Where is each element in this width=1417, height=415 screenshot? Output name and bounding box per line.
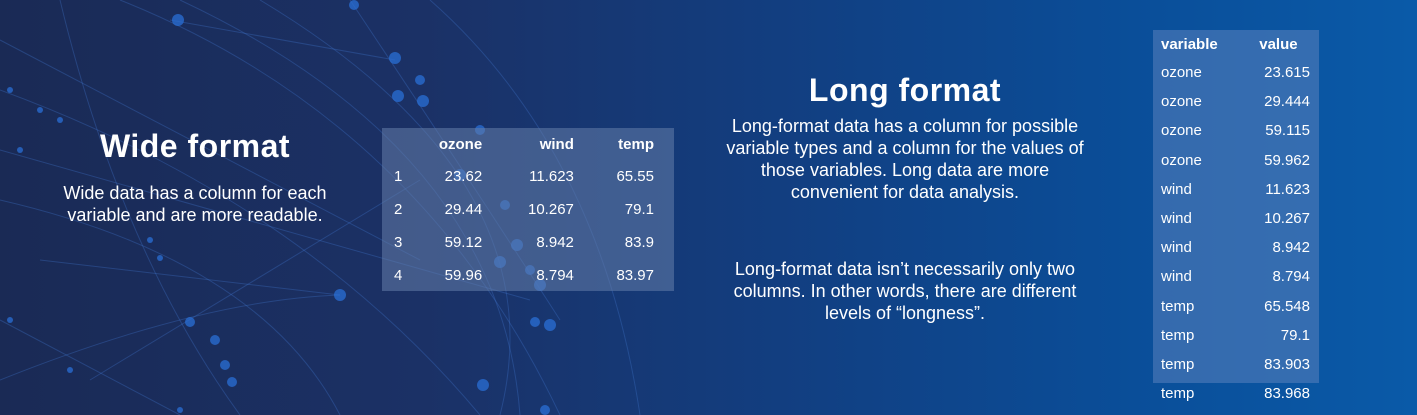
table-row: wind 8.794 <box>1153 262 1319 291</box>
table-cell: temp <box>1161 326 1195 344</box>
table-row: wind 11.623 <box>1153 175 1319 204</box>
table-cell: 2 <box>394 201 403 218</box>
column-header: wind <box>539 135 574 153</box>
table-cell: 83.97 <box>616 267 654 284</box>
column-header: temp <box>618 135 654 153</box>
table-cell: 79.1 <box>1280 326 1310 344</box>
table-row: temp 79.1 <box>1153 321 1319 350</box>
table-cell: ozone <box>1161 151 1202 169</box>
wide-format-title: Wide format <box>99 128 291 164</box>
table-row: temp 65.548 <box>1153 292 1319 321</box>
table-cell: 11.623 <box>1265 180 1310 198</box>
table-cell: 79.1 <box>624 201 654 218</box>
table-cell: 10.267 <box>528 201 574 218</box>
column-header: ozone <box>438 135 483 153</box>
table-cell: 65.55 <box>616 168 654 185</box>
table-header-row: variable value <box>1153 30 1319 58</box>
table-cell: temp <box>1161 297 1195 315</box>
table-row: temp 83.968 <box>1153 379 1319 408</box>
table-cell: 10.267 <box>1264 210 1310 228</box>
table-cell: 65.548 <box>1264 297 1310 315</box>
table-cell: 8.794 <box>1272 268 1310 286</box>
long-format-description: Long-format data has a column for possib… <box>726 116 1084 202</box>
table-row: ozone 23.615 <box>1153 58 1319 87</box>
long-format-table: variable value ozone 23.615 ozone 29.444 ozo… <box>1153 30 1319 402</box>
table-cell: ozone <box>1161 93 1202 111</box>
wide-format-description: Wide data has a column for each variable… <box>63 183 327 225</box>
table-row: wind 8.942 <box>1153 233 1319 262</box>
table-row: 1 23.62 11.623 65.55 <box>382 160 674 193</box>
table-cell: 1 <box>394 168 403 185</box>
table-cell: 23.615 <box>1264 64 1310 82</box>
table-cell: 23.62 <box>444 168 483 185</box>
table-cell: ozone <box>1161 64 1202 82</box>
table-cell: 83.903 <box>1264 355 1310 373</box>
table-row: ozone 59.962 <box>1153 146 1319 175</box>
table-cell: 8.794 <box>536 267 574 284</box>
table-row: 4 59.96 8.794 83.97 <box>382 259 674 292</box>
table-cell: 59.96 <box>444 267 483 284</box>
long-format-title: Long format <box>808 72 1002 108</box>
table-cell: 83.968 <box>1264 385 1310 403</box>
table-cell: 59.962 <box>1264 151 1310 169</box>
table-cell: 29.44 <box>444 201 483 218</box>
table-header-row: ozone wind temp <box>382 128 674 160</box>
column-header: variable <box>1161 35 1218 53</box>
table-row: ozone 59.115 <box>1153 116 1319 145</box>
column-header: value <box>1259 35 1298 53</box>
wide-format-table: ozone wind temp 1 23.62 11.623 65.55 2 2… <box>382 128 674 291</box>
table-row: wind 10.267 <box>1153 204 1319 233</box>
table-cell: ozone <box>1161 122 1202 140</box>
table-row: 2 29.44 10.267 79.1 <box>382 193 674 226</box>
table-cell: 83.9 <box>624 234 654 251</box>
table-cell: wind <box>1161 239 1192 257</box>
table-cell: 3 <box>394 234 403 251</box>
table-row: temp 83.903 <box>1153 350 1319 379</box>
table-cell: 8.942 <box>536 234 574 251</box>
table-cell: wind <box>1161 268 1192 286</box>
table-cell: 59.115 <box>1265 122 1310 140</box>
table-cell: 11.623 <box>529 168 574 185</box>
table-cell: wind <box>1161 180 1192 198</box>
table-cell: wind <box>1161 210 1192 228</box>
column-header <box>382 128 414 160</box>
table-cell: 29.444 <box>1264 93 1310 111</box>
long-format-note: Long-format data isn’t necessarily only … <box>733 259 1077 323</box>
table-cell: 4 <box>394 267 403 284</box>
table-row: ozone 29.444 <box>1153 87 1319 116</box>
table-cell: 8.942 <box>1272 239 1310 257</box>
table-row: 3 59.12 8.942 83.9 <box>382 226 674 259</box>
table-cell: temp <box>1161 385 1195 403</box>
table-cell: 59.12 <box>444 234 483 251</box>
table-cell: temp <box>1161 355 1195 373</box>
